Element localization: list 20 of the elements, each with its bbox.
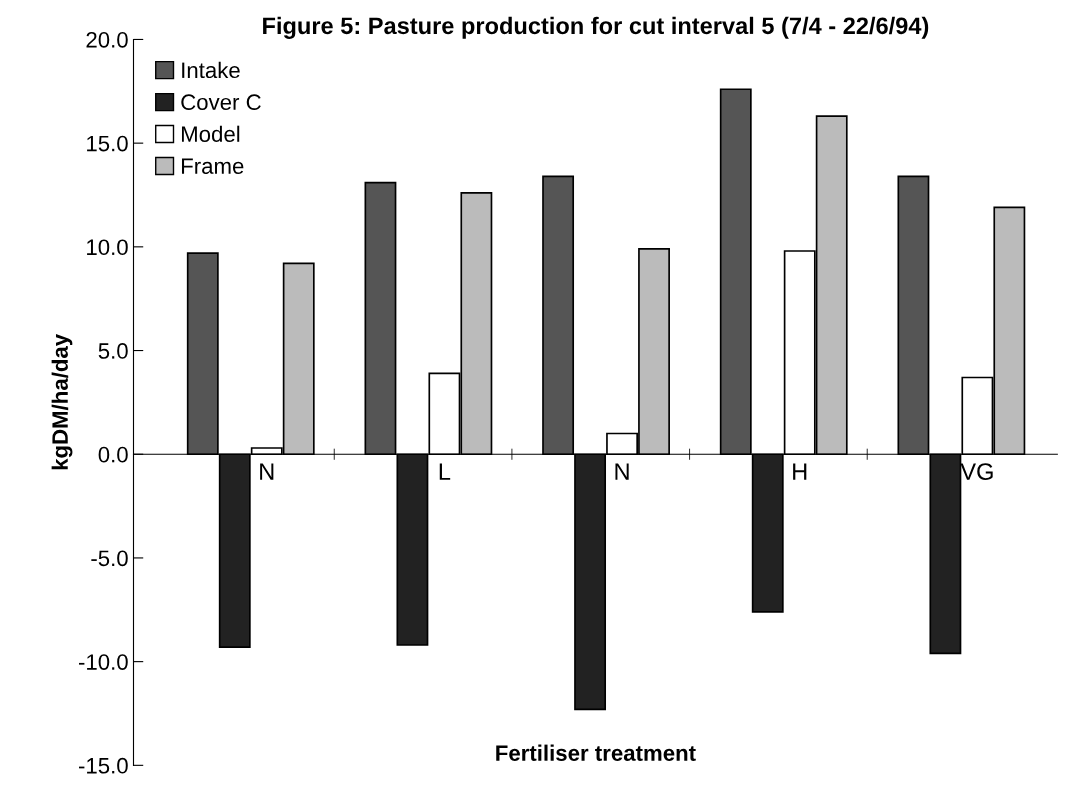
y-tick-label: -5.0 bbox=[91, 550, 128, 567]
y-axis-title: kgDM/ha/day bbox=[51, 333, 73, 470]
x-tick-label: VG bbox=[960, 463, 993, 480]
legend-label: Intake bbox=[182, 61, 240, 79]
legend-label: Frame bbox=[181, 158, 244, 174]
y-tick-label: -10.0 bbox=[78, 654, 128, 670]
y-tick-label: 10.0 bbox=[87, 239, 128, 256]
x-axis-title: Fertiliser treatment bbox=[496, 744, 696, 761]
chart-title: Figure 5: Pasture production for cut interval 5 (7/4 - 22/6/94) bbox=[263, 16, 929, 39]
y-tick-label: 20.0 bbox=[86, 31, 128, 48]
legend-label: Cover C bbox=[181, 94, 261, 111]
y-tick-label: 15.0 bbox=[87, 135, 128, 152]
x-tick-label: L bbox=[439, 463, 451, 480]
x-tick-label: N bbox=[260, 463, 274, 480]
y-tick-label: 0.0 bbox=[98, 446, 128, 463]
x-tick-label: H bbox=[793, 463, 807, 480]
y-tick-label: 5.0 bbox=[98, 343, 128, 359]
legend-label: Model bbox=[181, 125, 240, 142]
y-tick-label: -15.0 bbox=[78, 757, 128, 774]
x-tick-label: N bbox=[615, 463, 629, 480]
